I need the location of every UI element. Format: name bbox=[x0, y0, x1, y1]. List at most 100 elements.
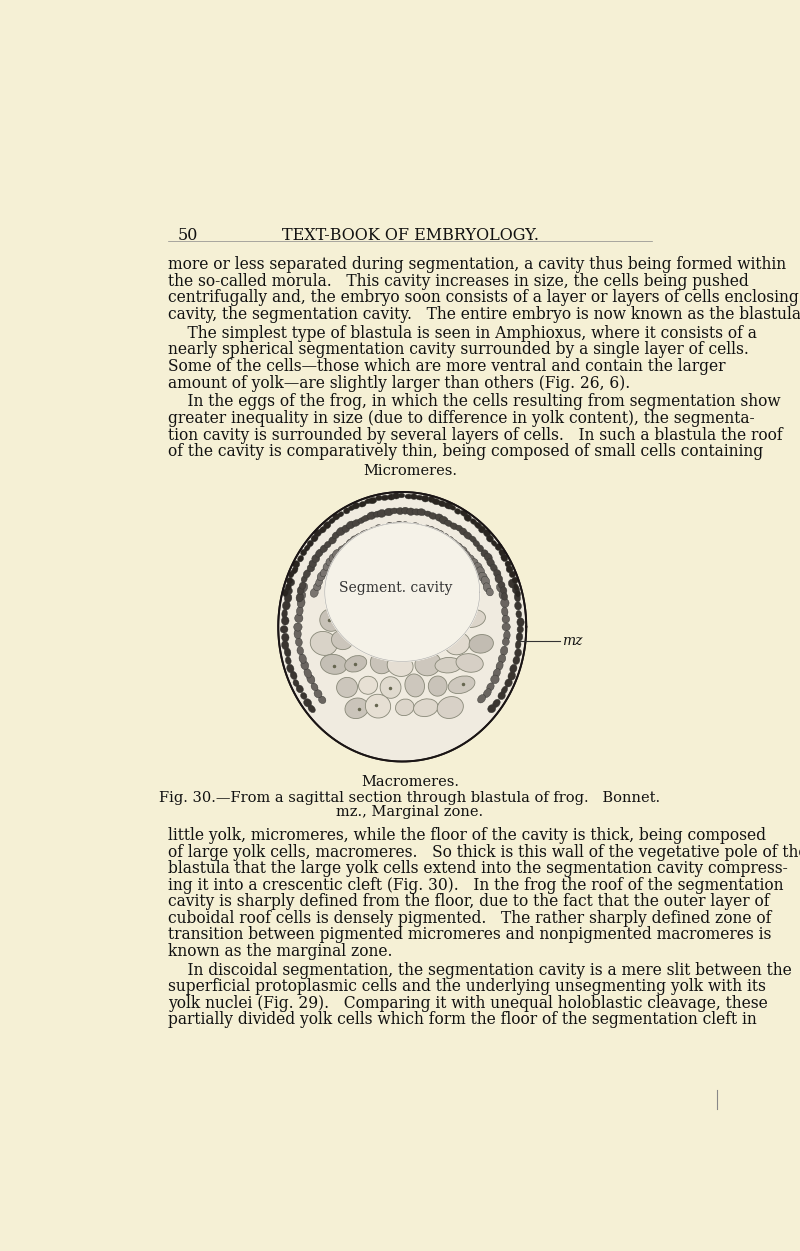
Ellipse shape bbox=[304, 699, 311, 707]
Ellipse shape bbox=[422, 495, 429, 502]
Ellipse shape bbox=[374, 524, 383, 533]
Ellipse shape bbox=[515, 641, 521, 649]
Ellipse shape bbox=[298, 598, 305, 608]
Ellipse shape bbox=[299, 654, 306, 663]
Ellipse shape bbox=[434, 545, 445, 555]
Text: of large yolk cells, macromeres.   So thick is this wall of the vegetative pole : of large yolk cells, macromeres. So thic… bbox=[168, 843, 800, 861]
Ellipse shape bbox=[491, 540, 497, 547]
Ellipse shape bbox=[502, 607, 508, 617]
Ellipse shape bbox=[316, 578, 322, 587]
Ellipse shape bbox=[446, 537, 454, 544]
Ellipse shape bbox=[317, 572, 325, 580]
Text: of the cavity is comparatively thin, being composed of small cells containing: of the cavity is comparatively thin, bei… bbox=[168, 443, 763, 460]
Ellipse shape bbox=[294, 614, 303, 623]
Ellipse shape bbox=[462, 572, 471, 580]
Ellipse shape bbox=[473, 540, 480, 547]
Text: more or less separated during segmentation, a cavity thus being formed within: more or less separated during segmentati… bbox=[168, 256, 786, 274]
Ellipse shape bbox=[498, 692, 506, 699]
Ellipse shape bbox=[342, 543, 350, 550]
Ellipse shape bbox=[426, 542, 435, 550]
Ellipse shape bbox=[501, 686, 507, 694]
Ellipse shape bbox=[416, 495, 423, 500]
Ellipse shape bbox=[432, 499, 440, 504]
Ellipse shape bbox=[326, 558, 334, 567]
Ellipse shape bbox=[501, 598, 509, 608]
Ellipse shape bbox=[346, 539, 354, 547]
Ellipse shape bbox=[350, 535, 358, 543]
Ellipse shape bbox=[304, 544, 310, 552]
Ellipse shape bbox=[459, 528, 466, 535]
Ellipse shape bbox=[326, 585, 335, 594]
Ellipse shape bbox=[338, 512, 344, 517]
Ellipse shape bbox=[370, 652, 393, 674]
Ellipse shape bbox=[428, 497, 434, 503]
Ellipse shape bbox=[329, 537, 336, 544]
Text: Macromeres.: Macromeres. bbox=[361, 776, 459, 789]
Ellipse shape bbox=[464, 514, 471, 522]
Ellipse shape bbox=[410, 523, 420, 530]
Text: cuboidal roof cells is densely pigmented.   The rather sharply defined zone of: cuboidal roof cells is densely pigmented… bbox=[168, 909, 771, 927]
Text: Micromeres.: Micromeres. bbox=[363, 464, 457, 478]
Ellipse shape bbox=[486, 588, 494, 595]
Text: Some of the cells—those which are more ventral and contain the larger: Some of the cells—those which are more v… bbox=[168, 358, 726, 375]
Ellipse shape bbox=[502, 615, 510, 623]
Text: partially divided yolk cells which form the floor of the segmentation cleft in: partially divided yolk cells which form … bbox=[168, 1011, 757, 1028]
Ellipse shape bbox=[412, 509, 421, 515]
Ellipse shape bbox=[405, 674, 425, 697]
Ellipse shape bbox=[395, 699, 414, 716]
Ellipse shape bbox=[396, 508, 404, 514]
Ellipse shape bbox=[286, 664, 294, 673]
Ellipse shape bbox=[440, 533, 450, 542]
Ellipse shape bbox=[334, 570, 342, 580]
Ellipse shape bbox=[514, 649, 522, 657]
Ellipse shape bbox=[431, 528, 441, 537]
Ellipse shape bbox=[516, 610, 522, 618]
Ellipse shape bbox=[380, 677, 401, 698]
Ellipse shape bbox=[501, 646, 508, 656]
Ellipse shape bbox=[477, 545, 484, 552]
Ellipse shape bbox=[405, 494, 412, 499]
Ellipse shape bbox=[297, 585, 304, 594]
Ellipse shape bbox=[282, 617, 289, 626]
Ellipse shape bbox=[439, 548, 448, 557]
Polygon shape bbox=[278, 492, 526, 762]
Ellipse shape bbox=[497, 583, 504, 592]
Ellipse shape bbox=[294, 629, 302, 639]
Ellipse shape bbox=[307, 674, 315, 684]
Ellipse shape bbox=[358, 677, 378, 694]
Ellipse shape bbox=[495, 574, 502, 583]
Ellipse shape bbox=[459, 547, 467, 554]
Ellipse shape bbox=[282, 641, 289, 649]
Ellipse shape bbox=[435, 514, 443, 522]
Ellipse shape bbox=[325, 542, 331, 548]
Ellipse shape bbox=[387, 656, 413, 677]
Ellipse shape bbox=[286, 583, 291, 590]
Ellipse shape bbox=[402, 507, 409, 514]
Ellipse shape bbox=[337, 677, 358, 697]
Ellipse shape bbox=[329, 582, 337, 590]
Ellipse shape bbox=[488, 704, 496, 713]
Ellipse shape bbox=[352, 519, 360, 527]
Ellipse shape bbox=[299, 592, 306, 599]
Ellipse shape bbox=[370, 543, 380, 550]
Ellipse shape bbox=[416, 524, 425, 532]
Ellipse shape bbox=[505, 679, 512, 687]
Ellipse shape bbox=[296, 593, 303, 602]
Ellipse shape bbox=[343, 559, 352, 568]
Ellipse shape bbox=[333, 549, 342, 558]
Ellipse shape bbox=[360, 530, 368, 538]
Polygon shape bbox=[325, 523, 480, 662]
Ellipse shape bbox=[337, 528, 346, 535]
Ellipse shape bbox=[308, 706, 315, 713]
Ellipse shape bbox=[417, 509, 426, 515]
Ellipse shape bbox=[323, 522, 331, 529]
Ellipse shape bbox=[414, 699, 438, 717]
Text: transition between pigmented micromeres and nonpigmented macromeres is: transition between pigmented micromeres … bbox=[168, 926, 771, 943]
Ellipse shape bbox=[338, 567, 346, 575]
Ellipse shape bbox=[319, 527, 326, 533]
Text: In discoidal segmentation, the segmentation cavity is a mere slit between the: In discoidal segmentation, the segmentat… bbox=[168, 962, 792, 978]
Ellipse shape bbox=[299, 582, 306, 589]
Ellipse shape bbox=[361, 547, 370, 554]
Ellipse shape bbox=[301, 549, 306, 555]
Ellipse shape bbox=[297, 647, 303, 654]
